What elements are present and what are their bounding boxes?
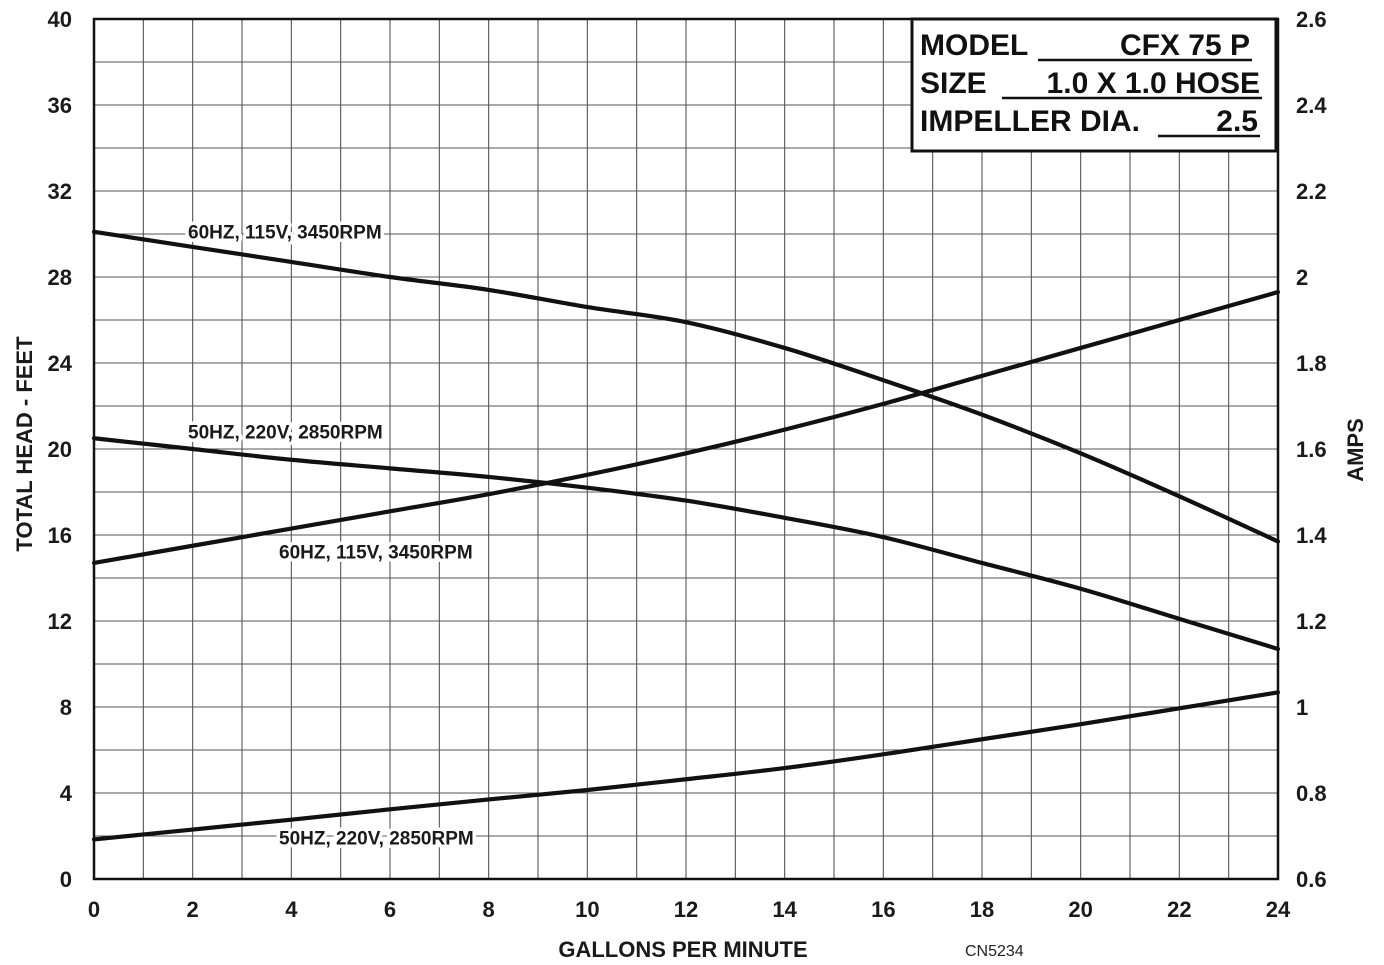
y-right-tick-label: 1.6 xyxy=(1296,437,1327,462)
info-box-frame xyxy=(910,17,1278,153)
y-left-tick-label: 28 xyxy=(48,265,72,290)
model-label: MODEL xyxy=(920,29,1028,62)
series-line-head-50hz xyxy=(91,436,1281,652)
model-value: CFX 75 P xyxy=(1120,29,1250,62)
y-left-tick-label: 24 xyxy=(48,351,73,376)
axis-ticks: 0 2 4 6 8 10 12 14 16 18 20 22 240481216202428323640… xyxy=(48,7,1328,922)
y-right-tick-label: 2.4 xyxy=(1296,93,1327,118)
y-right-tick-label: 1.2 xyxy=(1296,609,1327,634)
y-right-tick-label: 2.6 xyxy=(1296,7,1327,32)
y-right-tick-label: 1.8 xyxy=(1296,351,1327,376)
x-axis-title: GALLONS PER MINUTE xyxy=(558,937,807,962)
curve-label-head: 60HZ, 115V, 3450RPM xyxy=(188,222,382,243)
y-left-tick-label: 8 xyxy=(60,695,72,720)
x-tick-label: 24 xyxy=(1266,897,1291,922)
y-left-tick-label: 40 xyxy=(48,7,72,32)
y-left-tick-label: 4 xyxy=(60,781,73,806)
x-tick-label: 0 xyxy=(88,897,100,922)
series-line-amps-60hz xyxy=(91,289,1281,566)
size-label: SIZE xyxy=(920,67,987,100)
x-tick-label: 22 xyxy=(1167,897,1191,922)
size-value: 1.0 X 1.0 HOSE xyxy=(1047,67,1260,100)
y-left-tick-label: 32 xyxy=(48,179,72,204)
y-axis-right-title: AMPS xyxy=(1343,418,1368,482)
x-tick-label: 18 xyxy=(970,897,994,922)
y-right-tick-label: 0.8 xyxy=(1296,781,1327,806)
y-right-tick-label: 1 xyxy=(1296,695,1308,720)
curve-label-amps: 60HZ, 115V, 3450RPM xyxy=(279,543,473,564)
x-tick-label: 14 xyxy=(772,897,797,922)
y-right-tick-label: 0.6 xyxy=(1296,867,1327,892)
y-right-tick-label: 1.4 xyxy=(1296,523,1327,548)
x-tick-label: 16 xyxy=(871,897,895,922)
x-tick-label: 10 xyxy=(575,897,599,922)
x-tick-label: 8 xyxy=(483,897,495,922)
series-lines xyxy=(91,229,1281,842)
y-left-tick-label: 16 xyxy=(48,523,72,548)
x-tick-label: 4 xyxy=(285,897,298,922)
y-left-tick-label: 20 xyxy=(48,437,72,462)
curve-labels: 60HZ, 115V, 3450RPM 50HZ, 220V, 2850RPM 60… xyxy=(185,219,478,853)
info-box: MODEL CFX 75 P SIZE 1.0 X 1.0 HOSE IMPEL… xyxy=(910,17,1278,153)
y-left-tick-label: 12 xyxy=(48,609,72,634)
y-left-tick-label: 0 xyxy=(60,867,72,892)
curve-label-amps: 50HZ, 220V, 2850RPM xyxy=(279,829,474,850)
y-left-tick-label: 36 xyxy=(48,93,72,118)
series-line-head-60hz xyxy=(91,229,1281,544)
y-right-tick-label: 2 xyxy=(1296,265,1308,290)
x-tick-label: 20 xyxy=(1068,897,1092,922)
x-tick-label: 12 xyxy=(674,897,698,922)
impeller-value: 2.5 xyxy=(1216,105,1258,138)
curve-label-head: 50HZ, 220V, 2850RPM xyxy=(188,422,383,443)
y-right-tick-label: 2.2 xyxy=(1296,179,1327,204)
figure-code: CN5234 xyxy=(965,943,1024,960)
series-line-amps-50hz xyxy=(91,690,1281,842)
y-axis-left-title: TOTAL HEAD - FEET xyxy=(12,336,37,552)
impeller-label: IMPELLER DIA. xyxy=(920,105,1140,138)
x-tick-label: 2 xyxy=(187,897,199,922)
x-tick-label: 6 xyxy=(384,897,396,922)
plot-frame xyxy=(92,17,1280,881)
